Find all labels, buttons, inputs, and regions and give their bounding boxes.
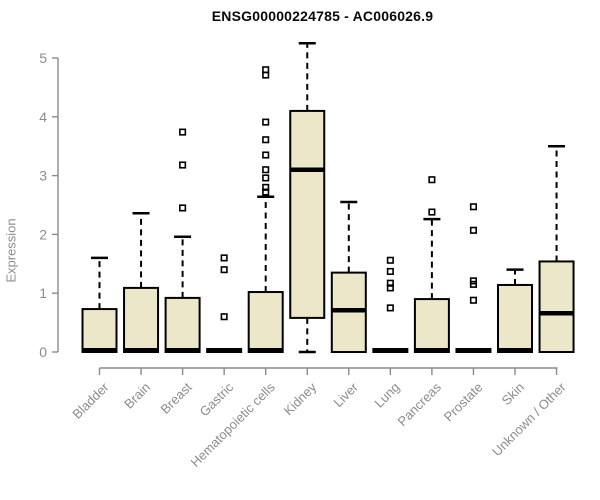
- x-category-label: Brain: [121, 380, 153, 412]
- outlier-point: [262, 136, 270, 144]
- outlier-point: [386, 304, 394, 312]
- box-breast: [164, 128, 201, 353]
- outlier-point: [262, 66, 270, 74]
- x-category-label: Lung: [371, 380, 402, 411]
- x-category-label: Breast: [158, 379, 195, 416]
- y-tick-label: 3: [39, 168, 47, 184]
- iqr-box: [538, 260, 575, 353]
- outlier-point: [386, 279, 394, 287]
- x-category-label: Kidney: [281, 379, 320, 418]
- iqr-box: [289, 109, 326, 319]
- outlier-point: [262, 183, 270, 191]
- outlier-point: [262, 118, 270, 126]
- iqr-box: [413, 298, 450, 353]
- iqr-box: [497, 283, 533, 353]
- y-tick-label: 1: [39, 285, 47, 301]
- box-hematopoietic-cells: [247, 66, 284, 353]
- box-unknown-other: [538, 144, 575, 353]
- x-category-label: Liver: [330, 379, 361, 410]
- x-category-label: Prostate: [441, 380, 486, 425]
- iqr-box: [164, 296, 201, 353]
- box-gastric: [206, 254, 243, 353]
- outlier-point: [386, 267, 394, 275]
- outlier-point: [469, 296, 478, 304]
- box-liver: [330, 200, 367, 353]
- chart-title: ENSG00000224785 - AC006026.9: [211, 8, 434, 24]
- x-category-label: Skin: [499, 380, 527, 408]
- x-category-label: Unknown / Other: [489, 379, 569, 459]
- outlier-point: [262, 174, 270, 182]
- outlier-point: [179, 128, 187, 136]
- y-tick-label: 0: [39, 344, 47, 360]
- outlier-point: [428, 176, 436, 184]
- iqr-box: [247, 291, 284, 353]
- outlier-point: [469, 277, 478, 285]
- box-kidney: [289, 42, 326, 354]
- outlier-point: [179, 204, 187, 212]
- box-bladder: [81, 256, 118, 353]
- box-brain: [123, 211, 160, 353]
- outlier-point: [220, 266, 228, 274]
- outlier-point: [262, 166, 270, 174]
- box-pancreas: [413, 176, 450, 353]
- x-category-label: Pancreas: [395, 379, 445, 429]
- y-tick-label: 5: [39, 50, 47, 66]
- box-lung: [372, 256, 409, 353]
- y-tick-label: 4: [39, 109, 47, 125]
- x-category-label: Bladder: [69, 379, 112, 422]
- x-category-label: Gastric: [197, 379, 237, 419]
- outlier-point: [386, 256, 394, 264]
- outlier-point: [220, 313, 228, 321]
- outlier-point: [179, 161, 187, 169]
- outlier-point: [262, 151, 270, 159]
- box-prostate: [455, 203, 492, 353]
- iqr-box: [123, 286, 160, 353]
- outlier-point: [469, 226, 478, 234]
- iqr-box: [81, 308, 118, 353]
- y-tick-label: 2: [39, 226, 47, 242]
- outlier-point: [469, 203, 478, 211]
- box-skin: [497, 268, 533, 353]
- outlier-point: [428, 208, 436, 216]
- outlier-point: [220, 254, 228, 262]
